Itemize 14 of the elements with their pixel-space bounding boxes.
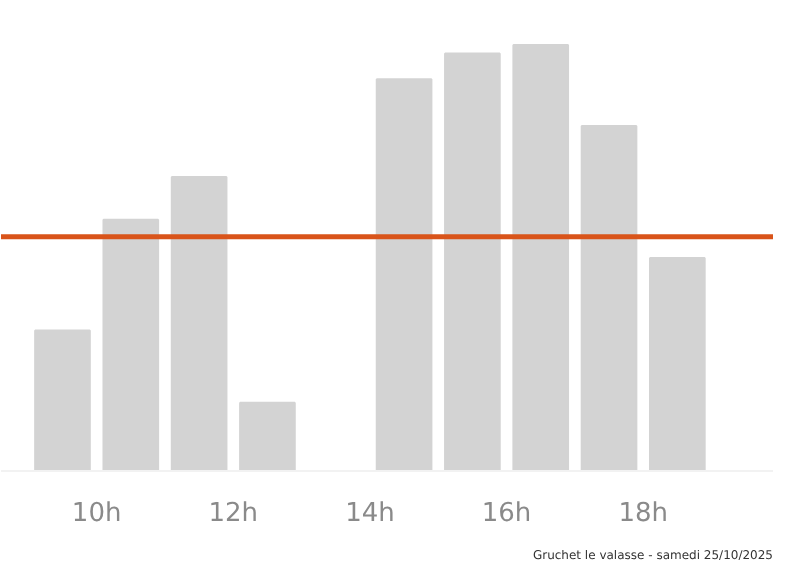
x-tick-label: 18h	[618, 499, 668, 529]
bar	[34, 329, 91, 471]
bar	[102, 218, 160, 471]
x-tick-label: 10h	[71, 499, 122, 529]
bar	[375, 78, 433, 471]
x-tick-label: 16h	[481, 499, 532, 529]
bar	[170, 176, 228, 471]
bar	[444, 52, 501, 471]
bar	[239, 401, 296, 471]
x-tick-label: 12h	[208, 499, 259, 529]
bar	[649, 257, 706, 471]
bar	[580, 125, 638, 471]
x-tick-label: 14h	[345, 499, 395, 529]
bar	[512, 44, 570, 471]
